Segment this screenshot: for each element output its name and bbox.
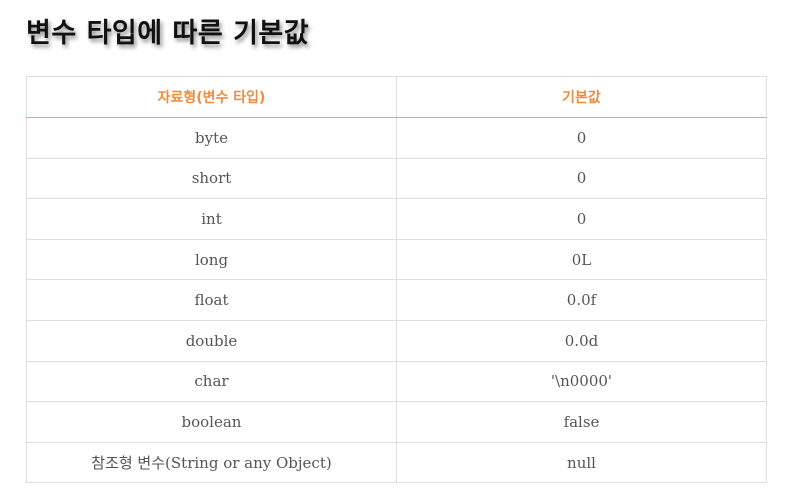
table-row: char '\n0000' xyxy=(26,360,767,403)
cell-data-type: double xyxy=(26,319,397,362)
table-row: float 0.0f xyxy=(26,279,767,321)
header-data-type: 자료형(변수 타입) xyxy=(26,76,397,118)
table-header-row: 자료형(변수 타입) 기본값 xyxy=(26,76,767,118)
default-values-table-container: 자료형(변수 타입) 기본값 byte 0 short 0 int 0 long… xyxy=(26,76,767,484)
table-row: short 0 xyxy=(26,157,767,200)
page-title: 변수 타입에 따른 기본값 xyxy=(26,18,310,49)
cell-data-type: int xyxy=(26,198,397,240)
cell-default-value: 0 xyxy=(396,117,767,159)
cell-default-value: 0.0d xyxy=(396,319,767,362)
cell-default-value: 0.0f xyxy=(396,279,767,321)
header-default-value: 기본값 xyxy=(396,76,767,118)
table-row: double 0.0d xyxy=(26,319,767,362)
cell-default-value: 0 xyxy=(396,157,767,200)
default-values-table: 자료형(변수 타입) 기본값 byte 0 short 0 int 0 long… xyxy=(26,76,767,484)
cell-default-value: false xyxy=(396,401,767,443)
cell-data-type: byte xyxy=(26,117,397,159)
cell-data-type: float xyxy=(26,279,397,321)
table-row: 참조형 변수(String or any Object) null xyxy=(26,441,767,484)
table-row: int 0 xyxy=(26,198,767,240)
cell-default-value: 0 xyxy=(396,198,767,240)
table-row: boolean false xyxy=(26,401,767,443)
cell-data-type: boolean xyxy=(26,401,397,443)
cell-default-value: 0L xyxy=(396,238,767,281)
table-row: long 0L xyxy=(26,238,767,281)
table-row: byte 0 xyxy=(26,117,767,159)
cell-default-value: null xyxy=(396,441,767,484)
cell-data-type: char xyxy=(26,360,397,403)
cell-data-type: short xyxy=(26,157,397,200)
cell-data-type: long xyxy=(26,238,397,281)
cell-default-value: '\n0000' xyxy=(396,360,767,403)
cell-data-type: 참조형 변수(String or any Object) xyxy=(26,441,397,484)
